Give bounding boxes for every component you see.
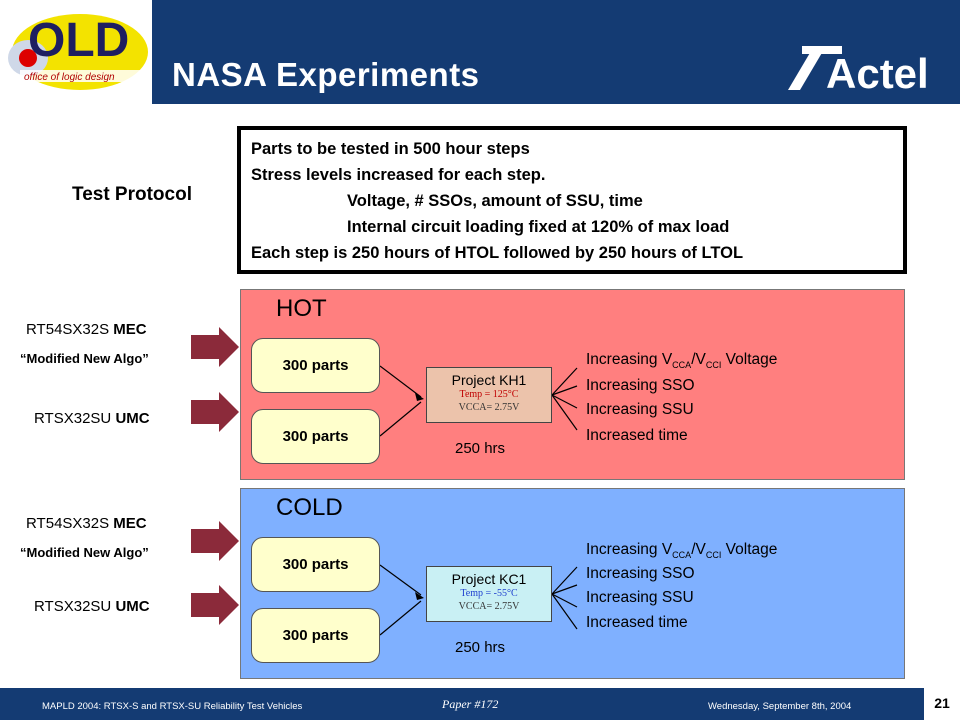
cold-inc-time: Increased time (586, 614, 688, 631)
header-bar: OLD office of logic design NASA Experime… (0, 0, 960, 104)
logo-text: OLD (28, 14, 129, 67)
hot-inc-ssu: Increasing SSU (586, 401, 694, 418)
cold-inc-sso: Increasing SSO (586, 565, 695, 582)
cold-algo-label: “Modified New Algo” (20, 545, 149, 560)
cold-mec-arrow-icon (191, 521, 239, 561)
cold-hours: 250 hrs (455, 639, 506, 656)
cold-project-name: Project KC1 (451, 571, 527, 587)
hot-project-vcca: VCCA= 2.75V (458, 402, 520, 413)
footer-conference: MAPLD 2004: RTSX-S and RTSX-SU Reliabili… (42, 701, 303, 712)
cold-umc-arrow-icon (191, 585, 239, 625)
hot-umc-device: RTSX32SU UMC (34, 410, 150, 427)
logo-subtext: office of logic design (24, 72, 115, 83)
old-logo-graphic: OLD office of logic design (8, 14, 148, 90)
actel-logo: Actel (788, 46, 929, 96)
hot-hours: 250 hrs (455, 440, 506, 457)
footer-date: Wednesday, September 8th, 2004 (708, 701, 852, 712)
page-number: 21 (922, 688, 960, 720)
protocol-label: Test Protocol (72, 184, 192, 205)
hot-algo-label: “Modified New Algo” (20, 351, 149, 366)
actel-brand-text: Actel (826, 50, 929, 96)
hot-inc-voltage: Increasing VCCA/VCCI Voltage (586, 351, 778, 371)
old-logo: OLD office of logic design (0, 0, 152, 104)
protocol-box: Parts to be tested in 500 hour steps Str… (237, 126, 907, 274)
hot-panel: HOT 300 parts 300 parts Project KH1 Temp… (240, 289, 905, 480)
cold-project-vcca: VCCA= 2.75V (458, 601, 520, 612)
footer-bar: MAPLD 2004: RTSX-S and RTSX-SU Reliabili… (0, 688, 960, 720)
cold-inc-voltage: Increasing VCCA/VCCI Voltage (586, 541, 778, 561)
hot-umc-arrow-icon (191, 392, 239, 432)
cold-umc-device: RTSX32SU UMC (34, 598, 150, 615)
hot-project-name: Project KH1 (451, 372, 527, 388)
cold-flow-lines (379, 564, 578, 636)
protocol-line: Stress levels increased for each step. (251, 166, 546, 184)
cold-project-temp: Temp = -55°C (460, 588, 518, 599)
cold-inc-ssu: Increasing SSU (586, 589, 694, 606)
cold-parts-top: 300 parts (251, 537, 380, 592)
hot-project-temp: Temp = 125°C (459, 389, 519, 400)
cold-panel: COLD 300 parts 300 parts Project KC1 Tem… (240, 488, 905, 679)
cold-title: COLD (276, 494, 343, 521)
protocol-line: Parts to be tested in 500 hour steps (251, 140, 530, 158)
cold-mec-device: RT54SX32S MEC (26, 515, 147, 532)
protocol-line: Internal circuit loading fixed at 120% o… (347, 218, 730, 236)
footer-paper-number: Paper #172 (442, 697, 499, 711)
protocol-line: Each step is 250 hours of HTOL followed … (251, 244, 744, 262)
slide-title: NASA Experiments (172, 56, 480, 93)
protocol-line: Voltage, # SSOs, amount of SSU, time (347, 192, 643, 210)
hot-mec-arrow-icon (191, 327, 239, 367)
hot-parts-top: 300 parts (251, 338, 380, 393)
cold-parts-bottom: 300 parts (251, 608, 380, 663)
actel-mark-icon (788, 46, 826, 90)
hot-project-box: Project KH1 Temp = 125°C VCCA= 2.75V (426, 367, 552, 423)
hot-inc-sso: Increasing SSO (586, 377, 695, 394)
cold-project-box: Project KC1 Temp = -55°C VCCA= 2.75V (426, 566, 552, 622)
hot-parts-bottom: 300 parts (251, 409, 380, 464)
hot-inc-time: Increased time (586, 427, 688, 444)
hot-title: HOT (276, 295, 327, 322)
hot-flow-lines (379, 365, 578, 437)
hot-mec-device: RT54SX32S MEC (26, 321, 147, 338)
